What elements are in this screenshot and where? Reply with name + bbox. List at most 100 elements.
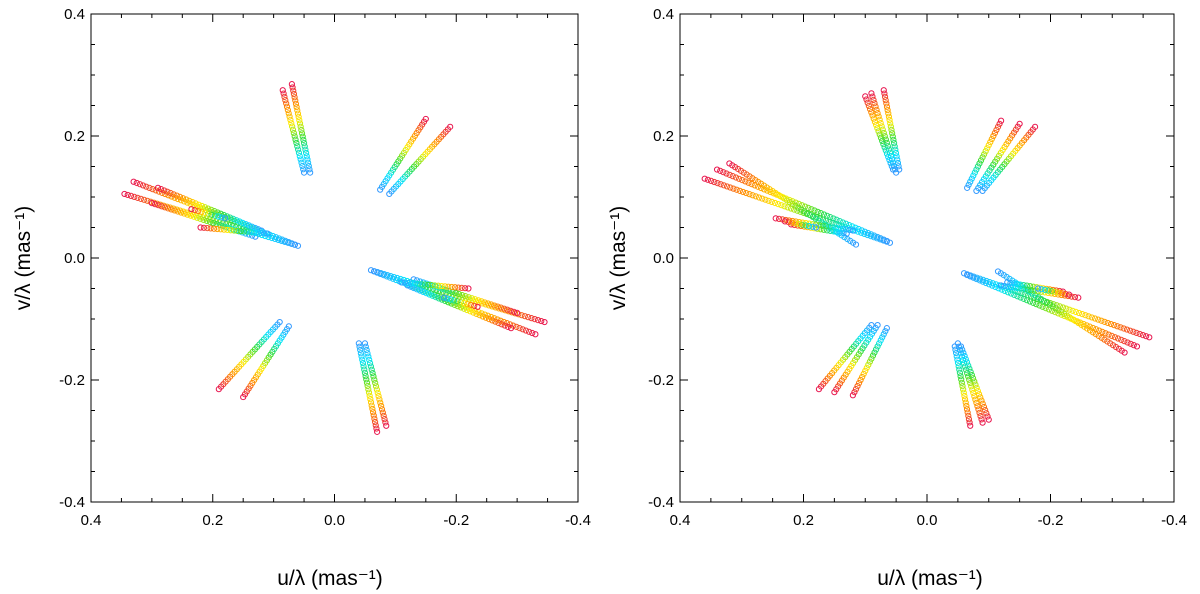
uv-point bbox=[759, 195, 766, 202]
uv-point bbox=[158, 186, 165, 193]
uv-point bbox=[371, 415, 378, 422]
uv-point bbox=[851, 389, 858, 396]
uv-point bbox=[170, 191, 177, 198]
uv-point bbox=[507, 307, 514, 314]
uv-point bbox=[287, 116, 294, 124]
uv-point bbox=[874, 110, 881, 117]
uv-point bbox=[367, 399, 375, 406]
uv-point bbox=[973, 166, 980, 173]
uv-point bbox=[974, 387, 981, 395]
uv-point bbox=[809, 223, 816, 230]
uv-point bbox=[357, 350, 364, 357]
uv-point bbox=[893, 153, 900, 160]
uv-point bbox=[792, 199, 799, 206]
uv-point bbox=[240, 393, 247, 401]
uv-point bbox=[826, 223, 833, 230]
uv-point bbox=[304, 156, 311, 163]
uv-point bbox=[962, 399, 969, 406]
uv-point bbox=[1008, 290, 1015, 297]
uv-point bbox=[161, 204, 168, 211]
uv-point bbox=[372, 422, 379, 429]
uv-point bbox=[1105, 331, 1112, 338]
uv-point bbox=[1052, 308, 1059, 316]
uv-track bbox=[957, 343, 992, 423]
uv-point bbox=[215, 386, 222, 393]
uv-point bbox=[283, 100, 290, 107]
uv-point bbox=[516, 324, 523, 332]
uv-point bbox=[485, 315, 493, 323]
uv-point bbox=[279, 87, 286, 94]
uv-point bbox=[290, 90, 298, 98]
uv-point bbox=[198, 202, 205, 210]
uv-point bbox=[967, 178, 974, 185]
uv-point bbox=[1004, 283, 1011, 290]
uv-point bbox=[839, 225, 846, 233]
uv-point bbox=[1016, 120, 1023, 127]
uv-point bbox=[865, 102, 872, 110]
uv-point bbox=[501, 322, 508, 329]
uv-point bbox=[418, 281, 425, 288]
uv-point bbox=[372, 383, 380, 390]
uv-point bbox=[1014, 293, 1021, 300]
uv-point bbox=[215, 213, 222, 220]
uv-point bbox=[461, 285, 469, 292]
uv-point bbox=[149, 186, 156, 193]
uv-point bbox=[839, 219, 846, 226]
uv-point bbox=[819, 222, 826, 229]
uv-point bbox=[815, 386, 823, 393]
uv-point bbox=[358, 353, 365, 360]
uv-point bbox=[257, 229, 264, 237]
uv-point bbox=[413, 277, 420, 284]
uv-point bbox=[1123, 326, 1131, 333]
uv-point bbox=[727, 184, 734, 191]
uv-point bbox=[963, 359, 971, 366]
uv-point bbox=[1018, 290, 1025, 297]
uv-point bbox=[966, 365, 973, 372]
uv-point bbox=[707, 177, 715, 185]
uv-point bbox=[1062, 290, 1069, 298]
uv-point bbox=[822, 223, 830, 230]
uv-point bbox=[887, 120, 894, 127]
uv-point bbox=[184, 211, 191, 218]
uv-point bbox=[1118, 336, 1125, 343]
uv-point bbox=[882, 147, 889, 154]
uv-point bbox=[964, 409, 971, 416]
uv-point bbox=[968, 175, 975, 182]
uv-point bbox=[883, 325, 890, 332]
uv-point bbox=[514, 309, 521, 316]
uv-point bbox=[1111, 334, 1119, 341]
uv-point bbox=[990, 132, 997, 140]
uv-point bbox=[364, 382, 371, 390]
uv-point bbox=[865, 361, 872, 368]
uv-point bbox=[954, 340, 961, 347]
uv-point bbox=[965, 416, 973, 423]
uv-point bbox=[300, 169, 308, 176]
uv-point bbox=[376, 396, 383, 403]
uv-point bbox=[448, 283, 455, 291]
uv-point bbox=[1120, 325, 1127, 332]
uv-point bbox=[242, 220, 249, 228]
uv-point bbox=[991, 129, 999, 137]
uv-point bbox=[295, 149, 303, 156]
uv-point bbox=[210, 219, 217, 227]
uv-point bbox=[296, 117, 303, 124]
uv-point bbox=[366, 392, 373, 399]
x-axis-label: u/λ (mas⁻¹) bbox=[277, 567, 383, 590]
uv-point bbox=[146, 184, 153, 192]
uv-point bbox=[302, 149, 310, 157]
uv-point bbox=[1023, 297, 1030, 304]
uv-point bbox=[714, 180, 721, 187]
uv-point bbox=[959, 383, 966, 390]
uv-point bbox=[1041, 286, 1049, 293]
uv-point bbox=[362, 373, 369, 380]
uv-point bbox=[704, 176, 711, 183]
uv-point bbox=[733, 186, 740, 193]
uv-point bbox=[241, 228, 248, 235]
uv-point bbox=[972, 381, 979, 388]
uv-point bbox=[781, 203, 788, 210]
uv-point bbox=[369, 409, 377, 416]
uv-point bbox=[795, 221, 802, 228]
uv-point bbox=[134, 194, 141, 201]
uv-point bbox=[478, 298, 485, 305]
uv-point bbox=[136, 181, 144, 188]
